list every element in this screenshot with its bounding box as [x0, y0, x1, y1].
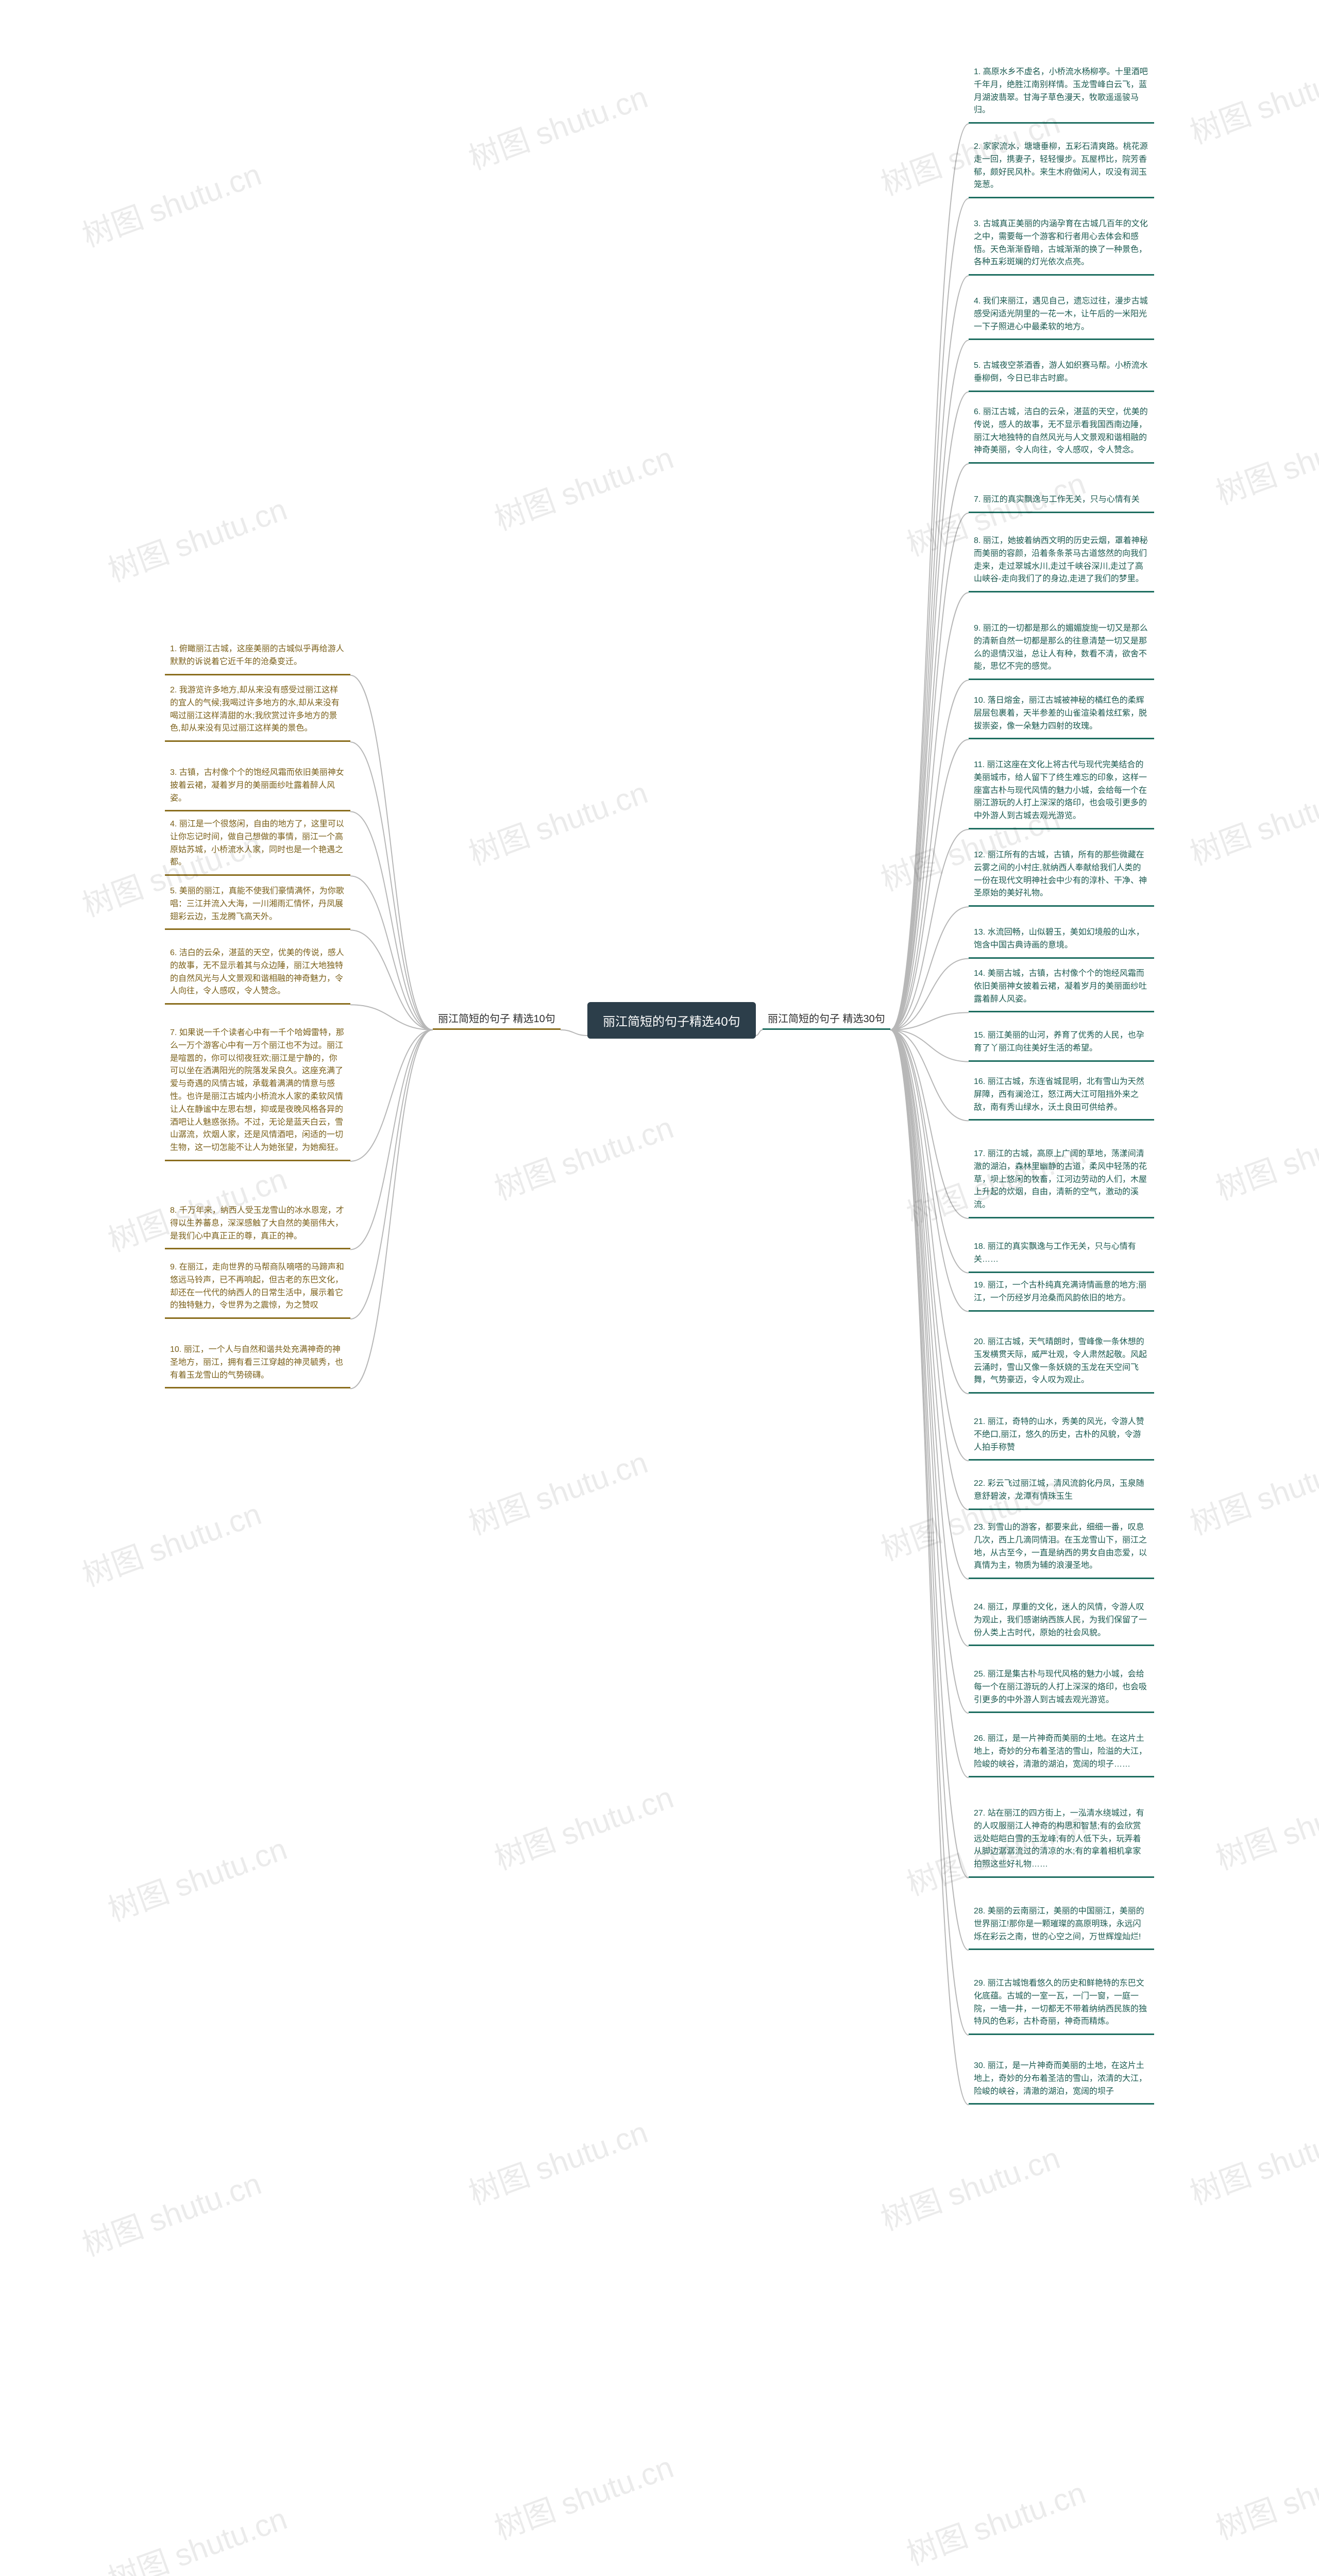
- root-node: 丽江简短的句子精选40句: [587, 1002, 756, 1039]
- right-leaf: 5. 古城夜空茶酒香，游人如织赛马帮。小桥流水垂柳倒，今日已非古时廊。: [969, 355, 1154, 392]
- right-leaf: 19. 丽江，一个古朴纯真充满诗情画意的地方;丽江，一个历经岁月沧桑而风韵依旧的…: [969, 1275, 1154, 1312]
- left-leaf: 8. 千万年来，纳西人受玉龙雪山的冰水恩宠，才得以生养蕃息，深深感触了大自然的美…: [165, 1200, 350, 1249]
- right-leaf: 14. 美丽古城，古镇，古村像个个的饱经风霜而依旧美丽神女披着云裙，凝着岁月的美…: [969, 963, 1154, 1012]
- right-leaf: 16. 丽江古城，东连省城昆明，北有雪山为天然屏障，西有澜沧江，怒江两大江可阻挡…: [969, 1072, 1154, 1121]
- right-leaf: 6. 丽江古城，洁白的云朵，湛蓝的天空，优美的传说，感人的故事，无不显示看我国西…: [969, 402, 1154, 464]
- left-leaf: 3. 古镇，古村像个个的饱经风霜而依旧美丽神女披着云裙，凝着岁月的美丽面纱吐露着…: [165, 762, 350, 811]
- right-leaf: 15. 丽江美丽的山河，养育了优秀的人民，也孕育了丫丽江向往美好生活的希望。: [969, 1025, 1154, 1062]
- left-leaf: 10. 丽江，一个人与自然和谐共处充满神奇的神圣地方，丽江，拥有看三江穿越的神灵…: [165, 1340, 350, 1388]
- left-leaf: 9. 在丽江，走向世界的马帮商队嘀嗒的马蹄声和悠远马铃声，已不再响起，但古老的东…: [165, 1257, 350, 1319]
- right-leaf: 9. 丽江的一切都是那么的媚媚旋旎一切又是那么的清新自然一切都是那么的往意清楚一…: [969, 618, 1154, 680]
- right-leaf: 1. 高原水乡不虚名，小桥流水杨柳亭。十里酒吧千年月，绝胜江南别样情。玉龙雪峰白…: [969, 62, 1154, 124]
- right-leaf: 29. 丽江古城饱看悠久的历史和鲜艳特的东巴文化底蕴。古城的一室一瓦，一门一窗，…: [969, 1973, 1154, 2035]
- right-leaf: 30. 丽江，是一片神奇而美丽的土地，在这片土地上，奇妙的分布着圣洁的雪山，浓清…: [969, 2056, 1154, 2105]
- mid-node-left: 丽江简短的句子 精选10句: [433, 1007, 561, 1030]
- right-leaf: 20. 丽江古城，天气晴朗时，雪峰像一条休想的玉发横贯天际，威严壮观，令人肃然起…: [969, 1332, 1154, 1394]
- right-leaf: 11. 丽江这座在文化上将古代与现代完美结合的美丽城市，给人留下了终生难忘的印象…: [969, 755, 1154, 829]
- right-leaf: 23. 到雪山的游客，都要来此，细细一番，叹息几次，西上几滴同情泪。在玉龙雪山下…: [969, 1517, 1154, 1579]
- right-leaf: 2. 家家流水，塘塘垂柳，五彩石清爽路。桃花源走一回，携妻子，轻轻慢步。瓦屋栉比…: [969, 137, 1154, 198]
- right-leaf: 3. 古城真正美丽的内涵孕育在古城几百年的文化之中，需要每一个游客和行者用心去体…: [969, 214, 1154, 276]
- right-leaf: 26. 丽江，是一片神奇而美丽的土地。在这片土地上，奇妙的分布着圣洁的雪山，险溢…: [969, 1728, 1154, 1777]
- right-leaf: 4. 我们来丽江，遇见自己，遗忘过往，漫步古城感受闲适光阴里的一花一木，让午后的…: [969, 291, 1154, 340]
- right-leaf: 10. 落日熔金，丽江古城被神秘的橘红色的柔辉层层包裹着，天半参差的山雀渲染着炫…: [969, 690, 1154, 739]
- right-leaf: 25. 丽江是集古朴与现代风格的魅力小城，会给每一个在丽江游玩的人打上深深的烙印…: [969, 1664, 1154, 1713]
- right-leaf: 8. 丽江，她披着纳西文明的历史云烟，罩着神秘而美丽的容颜，沿着条条茶马古道悠然…: [969, 531, 1154, 592]
- right-leaf: 18. 丽江的真实飘逸与工作无关，只与心情有关……: [969, 1236, 1154, 1273]
- left-leaf: 6. 洁白的云朵，湛蓝的天空，优美的传说，感人的故事，无不显示着其与众边陲，丽江…: [165, 943, 350, 1005]
- mid-node-right: 丽江简短的句子 精选30句: [763, 1007, 890, 1030]
- right-leaf: 7. 丽江的真实飘逸与工作无关，只与心情有关: [969, 489, 1154, 513]
- left-leaf: 7. 如果说一千个读者心中有一千个哈姆雷特，那么一万个游客心中有一万个丽江也不为…: [165, 1023, 350, 1161]
- right-leaf: 12. 丽江所有的古城，古镇，所有的那些微藏在云雾之间的小村庄,就纳西人奉献给我…: [969, 845, 1154, 907]
- nodes-layer: 丽江简短的句子精选40句 丽江简短的句子 精选10句 丽江简短的句子 精选30句…: [0, 0, 1319, 2576]
- left-leaf: 5. 美丽的丽江，真能不使我们豪情满怀，为你歌唱：三江并流入大海，一川湘雨汇情怀…: [165, 881, 350, 930]
- right-leaf: 24. 丽江，厚重的文化，迷人的风情，令游人叹为观止，我们感谢纳西族人民，为我们…: [969, 1597, 1154, 1646]
- right-leaf: 13. 水流回畅，山似碧玉，美如幻境般的山水，饱含中国古典诗画的意境。: [969, 922, 1154, 959]
- left-leaf: 4. 丽江是一个很悠闲，自由的地方了，这里可以让你忘记时间，做自己想做的事情，丽…: [165, 814, 350, 876]
- right-leaf: 27. 站在丽江的四方街上，一泓清水绕城过，有的人叹服丽江人神奇的构思和智慧;有…: [969, 1803, 1154, 1878]
- right-leaf: 21. 丽江，奇特的山水，秀美的风光，令游人赞不绝口,丽江，悠久的历史，古朴的风…: [969, 1412, 1154, 1461]
- right-leaf: 17. 丽江的古城，高原上广阔的草地，荡漾间清澈的湖泊，森林里幽静的古道，柔风中…: [969, 1144, 1154, 1218]
- left-leaf: 2. 我游览许多地方,却从来没有感受过丽江这样的宜人的气候;我喝过许多地方的水,…: [165, 680, 350, 742]
- left-leaf: 1. 俯瞰丽江古城，这座美丽的古城似乎再给游人默默的诉说着它近千年的沧桑变迁。: [165, 639, 350, 675]
- right-leaf: 22. 彩云飞过丽江城，清风流韵化丹凤，玉泉随意舒碧波，龙潭有情珠玉生: [969, 1473, 1154, 1510]
- right-leaf: 28. 美丽的云南丽江，美丽的中国丽江，美丽的世界丽江!那你是一颗璀璨的高原明珠…: [969, 1901, 1154, 1950]
